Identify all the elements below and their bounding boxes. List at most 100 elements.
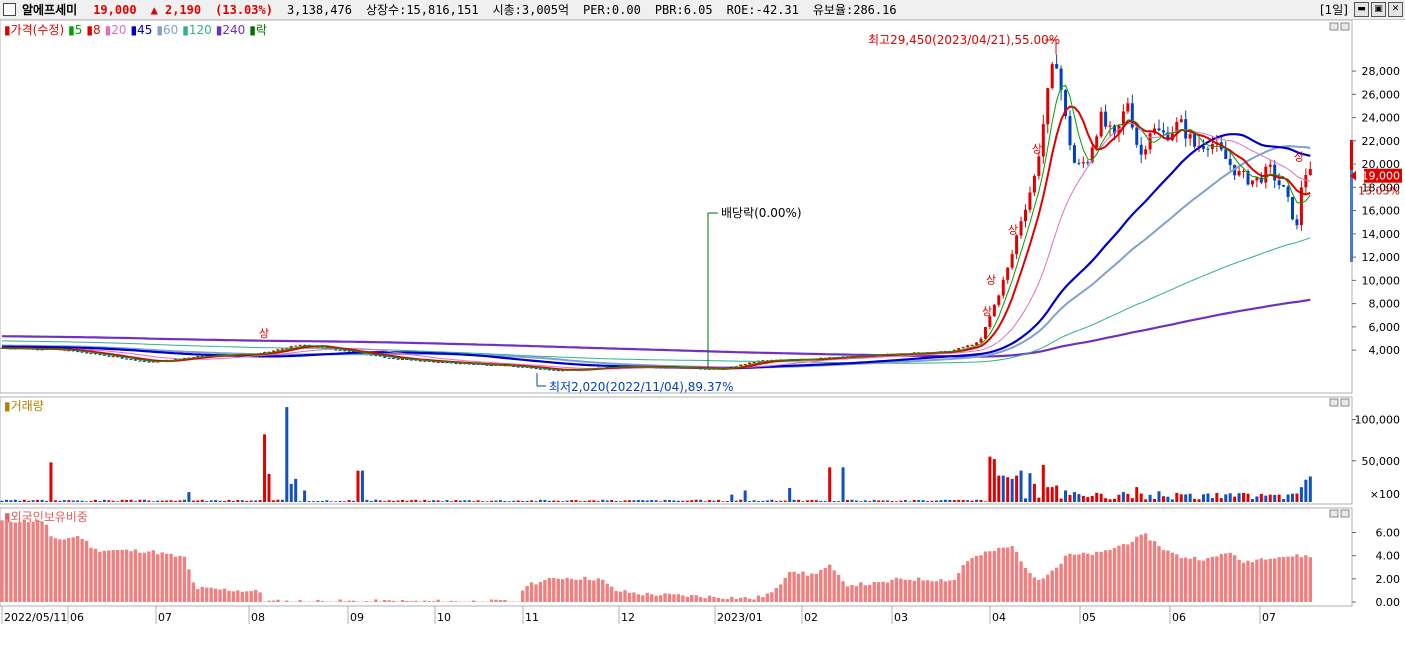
volume-bar xyxy=(1032,483,1036,502)
stock-chart[interactable]: 28,000 26,000 24,000 22,000 20,000 18,000 16,0… xyxy=(0,20,1405,628)
maximize-icon[interactable]: ▣ xyxy=(1371,2,1386,17)
y-tick-label: 6.00 xyxy=(1376,527,1401,540)
volume-bar xyxy=(877,500,881,502)
candle-body xyxy=(120,357,124,359)
foreign-ratio-bar xyxy=(1161,550,1166,602)
foreign-ratio-bar xyxy=(449,600,454,602)
select-checkbox[interactable] xyxy=(3,3,16,16)
volume-bar xyxy=(427,501,431,502)
minimize-icon[interactable]: ▬ xyxy=(1354,2,1369,17)
candle-body xyxy=(111,356,115,358)
stock-header: 알에프세미 19,000 ▲ 2,190 (13.03%) 3,138,476 … xyxy=(0,0,1405,20)
volume-bar xyxy=(1197,499,1201,502)
foreign-ratio-bar xyxy=(414,600,418,602)
volume-bar xyxy=(765,500,769,502)
x-tick-label: 11 xyxy=(525,611,539,624)
volume-bar xyxy=(525,500,529,502)
ma8-line xyxy=(1,105,1311,371)
volume-bar xyxy=(921,500,925,502)
volume-bar xyxy=(1259,493,1263,502)
legend-item[interactable]: ▮120 xyxy=(182,23,212,37)
volume-bar xyxy=(1139,493,1143,502)
foreign-ratio-bar xyxy=(739,597,743,602)
foreign-ratio-bar xyxy=(970,558,974,602)
candle-body xyxy=(1259,177,1263,183)
volume-bar xyxy=(619,501,623,502)
foreign-ratio-bar xyxy=(787,571,792,602)
x-tick-label: 07 xyxy=(158,611,172,624)
foreign-ratio-bar xyxy=(187,569,191,602)
limit-up-marker: 상 xyxy=(1008,224,1018,237)
volume-bar xyxy=(1299,487,1303,502)
volume-bar xyxy=(1095,492,1099,502)
x-tick-label: 02 xyxy=(804,611,818,624)
volume-bar xyxy=(271,500,275,502)
volume-bar xyxy=(343,501,347,502)
foreign-ratio-bar xyxy=(1246,560,1250,602)
foreign-ratio-bar xyxy=(899,578,903,602)
foreign-ratio-bar xyxy=(1143,533,1148,602)
dividend-annotation: 배당락(0.00%) xyxy=(721,206,802,220)
foreign-ratio-bar xyxy=(872,581,876,602)
foreign-ratio-bar xyxy=(1103,550,1108,602)
candle-body xyxy=(76,351,80,353)
x-tick-label: 09 xyxy=(350,611,364,624)
candle-body xyxy=(1255,177,1259,181)
close-icon[interactable]: ✕ xyxy=(1388,2,1403,17)
legend-item[interactable]: ▮240 xyxy=(215,23,246,37)
foreign-ratio-bar xyxy=(712,596,716,602)
candle-body xyxy=(957,348,961,350)
volume-bar xyxy=(1215,493,1219,502)
volume-bar xyxy=(249,500,253,502)
foreign-ratio-bar xyxy=(988,551,992,602)
volume-bar xyxy=(347,500,351,502)
legend-item[interactable]: ▮락 xyxy=(249,23,267,37)
legend-item[interactable]: ▮45 xyxy=(130,23,153,37)
volume-bar xyxy=(846,499,849,502)
volume-bar xyxy=(1072,492,1076,502)
candle-body xyxy=(182,357,186,359)
volume-bar xyxy=(485,501,489,502)
foreign-ratio-bar xyxy=(1264,559,1268,602)
foreign-ratio-bar xyxy=(1166,550,1170,602)
volume-bar xyxy=(716,499,720,502)
volume-bar xyxy=(632,500,636,502)
limit-up-marker: 상 xyxy=(1032,142,1042,155)
volume-bar xyxy=(988,456,992,502)
legend-item[interactable]: ▮60 xyxy=(156,23,179,37)
foreign-ratio-bar xyxy=(84,540,89,602)
volume-bar xyxy=(917,500,921,502)
foreign-ratio-bar xyxy=(961,565,965,602)
volume-bar xyxy=(1277,494,1281,502)
legend-item[interactable]: ▮5 xyxy=(68,23,83,37)
foreign-ratio-bar xyxy=(1232,555,1237,602)
foreign-ratio-bar xyxy=(391,600,396,602)
stock-name[interactable]: 알에프세미 xyxy=(22,3,78,17)
volume-bar xyxy=(1268,494,1272,502)
price-panel-frame xyxy=(0,20,1353,394)
candle-body xyxy=(997,295,1001,305)
volume-bar xyxy=(850,499,854,502)
candle-body xyxy=(1028,192,1032,210)
legend-item[interactable]: ▮8 xyxy=(86,23,101,37)
foreign-ratio-bar xyxy=(44,524,49,602)
volume-bar xyxy=(948,499,952,502)
volume-bar xyxy=(432,500,436,502)
foreign-ratio-bar xyxy=(1130,541,1134,602)
period-selector[interactable]: [1일] xyxy=(1319,3,1348,17)
legend-item[interactable]: ▮가격(수정) xyxy=(4,23,65,37)
foreign-ratio-bar xyxy=(997,547,1001,602)
candle-body xyxy=(142,360,146,362)
candle-body xyxy=(992,304,996,317)
volume-bar xyxy=(138,499,142,502)
volume-bar xyxy=(1273,494,1277,502)
foreign-ratio-bar xyxy=(578,579,583,602)
volume-bar xyxy=(449,501,453,502)
legend-item[interactable]: ▮20 xyxy=(104,23,127,37)
candle-body xyxy=(547,369,551,371)
candle-body xyxy=(485,364,489,366)
candle-body xyxy=(294,345,298,347)
foreign-ratio-bar xyxy=(138,552,142,602)
candle-body xyxy=(1250,180,1254,185)
volume-bar xyxy=(507,501,511,502)
